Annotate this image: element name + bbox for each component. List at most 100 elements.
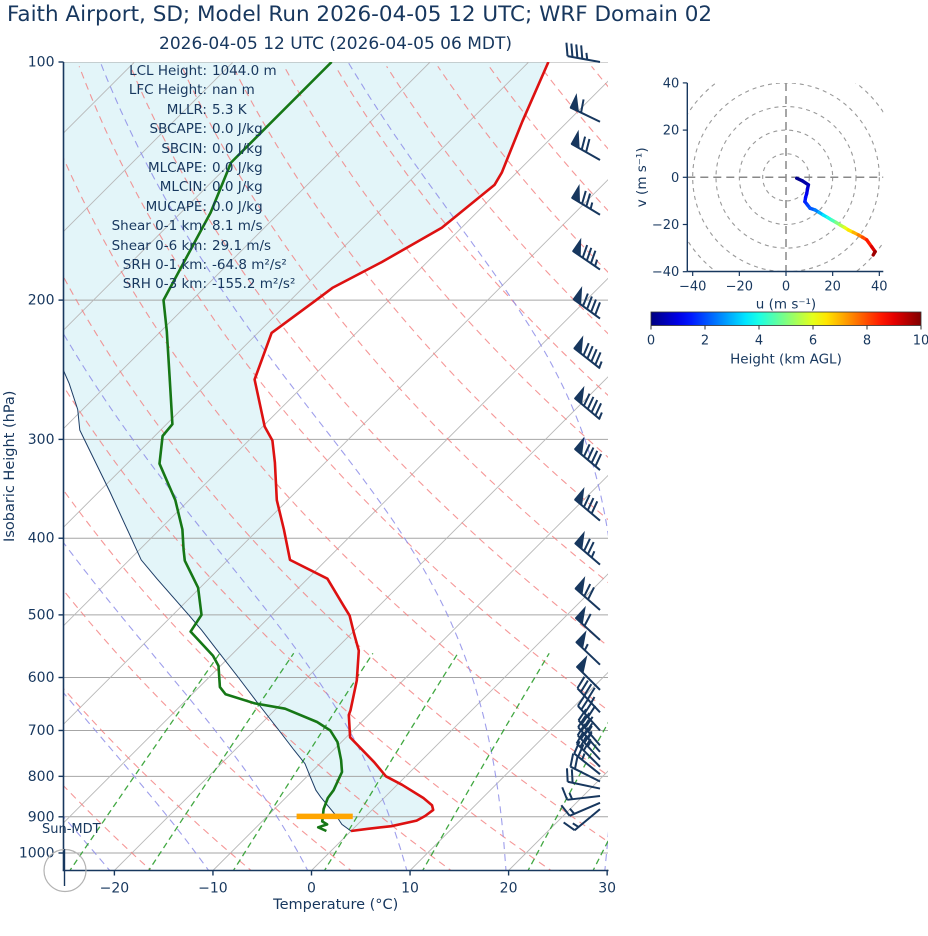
hodograph-x-tick: 0 (782, 280, 790, 295)
dry-adiabat-line (63, 687, 252, 871)
isotherm-line (63, 277, 608, 824)
wind-barb (572, 237, 601, 271)
wind-barb (560, 801, 601, 817)
isotherm-line (63, 62, 431, 430)
stats-row: LCL Height: 1044.0 m (57, 62, 295, 81)
hodograph-x-tick: −20 (726, 280, 753, 295)
temperature-line (253, 62, 550, 833)
dry-adiabat-line (129, 66, 608, 647)
y-tick-label: 900 (28, 809, 55, 825)
dry-adiabat-line (437, 65, 608, 273)
moist-adiabat-line (99, 62, 507, 871)
stats-row: SBCAPE: 0.0 J/kg (57, 120, 295, 139)
x-tick-label: −10 (198, 881, 228, 897)
wind-barb (574, 530, 601, 566)
stat-value: 1044.0 m (212, 63, 277, 79)
x-tick-label: 30 (598, 881, 616, 897)
y-axis-label: Isobaric Height (hPa) (2, 391, 18, 542)
dry-adiabat-line (334, 66, 608, 397)
colorbar-tick-label: 10 (913, 334, 928, 349)
isotherm-line (606, 869, 608, 871)
isotherm-line (63, 62, 234, 233)
hodograph-x-tick: 40 (871, 280, 888, 295)
stat-value: 5.3 K (212, 101, 247, 118)
mixing-ratio-line (421, 652, 550, 871)
figure-subtitle: 2026-04-05 12 UTC (2026-04-05 06 MDT) (159, 34, 512, 54)
isotherm-line (409, 671, 608, 871)
dry-adiabat-line (181, 66, 608, 584)
x-tick-label: 0 (307, 881, 316, 897)
wind-barb (565, 42, 601, 63)
stat-label: LFC Height: (128, 82, 207, 99)
wind-barb (576, 676, 601, 714)
hodograph-x-label: u (m s⁻¹) (756, 297, 816, 313)
stat-value: nan m (212, 82, 255, 99)
stat-label: LCL Height: (129, 63, 207, 79)
hodograph-y-tick: −20 (652, 218, 679, 233)
stat-label: MLCAPE: (147, 160, 207, 177)
wind-barb (574, 436, 602, 471)
shaded-region (63, 62, 549, 831)
stat-value: 0.0 J/kg (212, 160, 263, 177)
hodograph-y-tick: 0 (671, 171, 679, 186)
wind-barb (577, 694, 601, 732)
figure-title: Faith Airport, SD; Model Run 2026-04-05 … (7, 2, 713, 27)
hodograph-y-tick: 20 (663, 124, 680, 139)
hodograph-y-tick: −40 (652, 265, 679, 280)
wind-barb (575, 630, 601, 666)
hodograph-x-tick: 20 (824, 280, 841, 295)
stat-value: 0.0 J/kg (212, 198, 263, 215)
stats-row: SRH 0-1 km: -64.8 m²/s² (57, 256, 295, 275)
wind-barb (574, 605, 601, 641)
mixing-ratio-line (69, 652, 221, 871)
x-tick-label: 10 (401, 881, 419, 897)
wind-barb (574, 385, 603, 421)
stats-row: Shear 0-1 km: 8.1 m/s (57, 217, 295, 236)
y-tick-label: 800 (28, 769, 55, 785)
wind-barb (572, 286, 601, 320)
stats-row: MUCAPE: 0.0 J/kg (57, 198, 295, 217)
stats-row: SRH 0-3 km: -155.2 m²/s² (57, 275, 296, 294)
hodograph-trace-segment (871, 249, 877, 257)
colorbar-gradient (650, 311, 922, 326)
stat-label: MLLR: (166, 101, 207, 118)
stats-panel: LCL Height: 1044.0 m LFC Height: nan m MLLR:… (57, 62, 296, 295)
stat-label: SBCAPE: (149, 121, 207, 138)
y-tick-label: 600 (28, 670, 55, 686)
wind-barb (573, 740, 601, 775)
colorbar-tick-label: 8 (863, 334, 871, 349)
wind-barb (569, 93, 601, 123)
isotherm-line (311, 573, 608, 871)
isotherm-line (114, 376, 608, 871)
dry-adiabat-line (63, 156, 608, 777)
isotherm-line (63, 179, 608, 725)
isotherm-line (212, 474, 608, 871)
hodograph: −40 −20 0 20 40 −40 −20 0 20 40 u (m s⁻¹) v (m s⁻¹) (634, 76, 888, 313)
wind-barb (575, 655, 601, 691)
dry-adiabat-line (386, 66, 608, 335)
isotherm-line (63, 62, 332, 331)
colorbar-tick-label: 4 (755, 334, 763, 349)
wind-barb (574, 487, 601, 522)
stat-value: -155.2 m²/s² (212, 276, 296, 293)
sun-timezone-label: Sun-MDT (42, 822, 101, 837)
hodograph-ring (692, 83, 880, 272)
isotherm-line (63, 80, 608, 627)
dry-adiabat-line (63, 589, 352, 871)
moist-adiabat-line (63, 332, 408, 871)
stats-row: MLCIN: 0.0 J/kg (57, 178, 295, 197)
mixing-ratio-line (232, 652, 374, 871)
stats-row: LFC Height: nan m (57, 81, 295, 100)
stats-row: SBCIN: 0.0 J/kg (57, 140, 295, 159)
hodograph-ring (715, 105, 857, 249)
stats-row: MLLR: 5.3 K (57, 101, 295, 120)
wind-barb (565, 768, 601, 790)
y-tick-label: 200 (28, 293, 55, 309)
stat-label: SBCIN: (161, 140, 207, 157)
sun-indicator (43, 848, 87, 893)
stat-value: 29.1 m/s (212, 237, 272, 254)
x-tick-label: 20 (500, 881, 518, 897)
wind-barb (573, 335, 603, 370)
